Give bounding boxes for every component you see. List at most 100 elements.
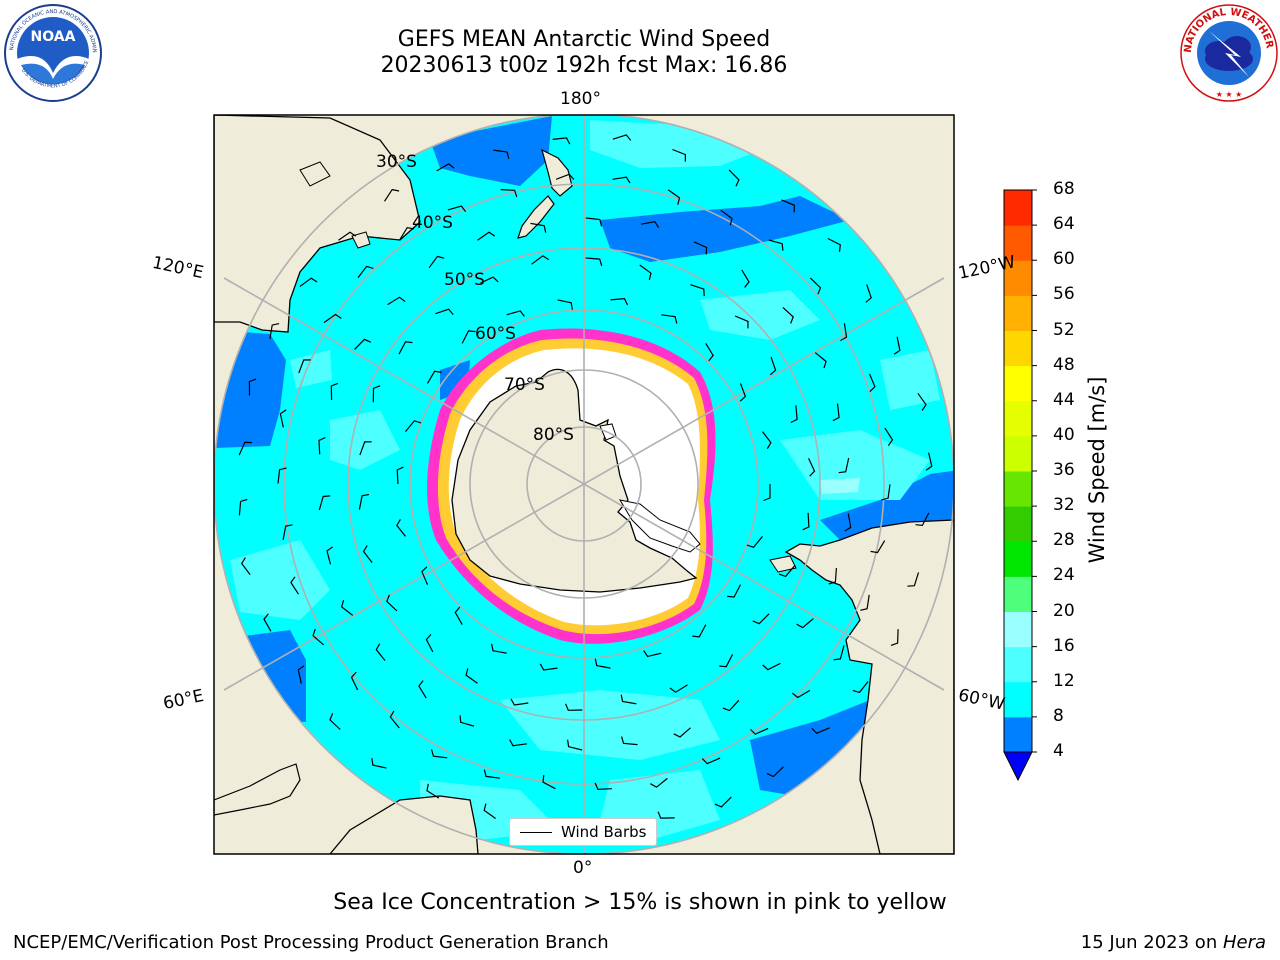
colorbar-label: Wind Speed [m/s] [1085,376,1109,564]
caption: Sea Ice Concentration > 15% is shown in … [333,890,947,915]
wind-barb [868,373,876,393]
colorbar-segment [1004,400,1032,437]
wind-barb [612,176,631,184]
wind-barb [240,557,251,576]
wind-barb [828,567,837,585]
wind-barb [907,572,920,587]
wind-barb [290,576,300,595]
wind-barb [585,257,603,266]
wind-barb [657,811,675,819]
colorbar-tick-label: 4 [1053,741,1064,761]
wind-barb [661,314,678,324]
colorbar-tick-label: 24 [1053,565,1075,586]
wind-barb [594,658,611,669]
colorbar-tick-label: 32 [1053,495,1075,516]
wind-barb [493,149,510,159]
wind-barb [752,613,770,625]
wind-barb [477,231,496,241]
landmass-madagascar [214,763,301,816]
lon-label-180: 180° [560,89,601,109]
svg-text:★ ★ ★: ★ ★ ★ [1216,90,1243,99]
footer-credit: NCEP/EMC/Verification Post Processing Pr… [13,932,609,953]
wind-barb [362,545,373,563]
wind-barb [431,749,448,759]
wind-barb [669,684,688,693]
colorbar-segment [1004,611,1032,648]
wind-barb [714,796,732,808]
wind-barb [594,782,612,791]
wind-barb [769,356,777,376]
wind-barb [539,663,558,671]
wind-barb [809,277,822,295]
wind-barb [510,698,529,706]
landmass-africa [329,795,479,854]
wind-barb [808,458,816,477]
wind-barb [650,777,668,788]
wind-barb [405,420,422,432]
wind-barb [506,310,525,317]
wind-barb [790,405,798,424]
wind-barb [728,169,740,187]
wind-barb [690,284,705,297]
wind-barb [418,680,427,699]
map-legend: Wind Barbs [509,818,657,846]
wind-barb [870,540,886,554]
wind-barb [480,276,499,284]
wind-barb [238,498,248,516]
colorbar-tick-label: 28 [1053,530,1075,551]
map-frame [213,114,955,855]
wind-barb [727,584,742,598]
colorbar-extend-min [1003,751,1033,782]
map-subtitle: 20230613 t00z 192h fcst Max: 16.86 [380,53,788,78]
wind-barb [447,205,467,213]
map-title: GEFS MEAN Antarctic Wind Speed [397,27,771,52]
wind-barb [762,662,781,671]
wind-barb [387,296,406,306]
noaa-logo: NOAA NATIONAL OCEANIC AND ATMOSPHERIC AD… [3,3,102,102]
footer-date: 15 Jun 2023 on Hera [1080,932,1266,953]
lat-label-60s: 60°S [475,324,516,344]
wind-barb [542,775,556,790]
wind-barb [248,378,257,396]
lat-label-70s: 70°S [504,375,545,395]
colorbar-segment [1004,471,1032,507]
wind-barb [833,645,845,661]
wind-barb [425,634,434,653]
wind-barb [330,382,339,401]
wind-barb [612,134,632,141]
wind-barb [359,441,372,456]
wind-barb [399,227,415,240]
wind-barb [567,739,583,751]
wind-barb [338,231,357,241]
wind-barb [426,370,442,384]
wind-barb [621,736,638,746]
wind-barb [340,600,354,616]
wind-barb [312,628,324,646]
wind-barb [383,188,400,202]
colorbar-tick-label: 40 [1053,424,1075,445]
wind-barb [372,385,381,403]
colorbar-tick-label: 8 [1053,705,1064,726]
wind-barb [741,269,750,288]
colorbar-segment [1004,716,1032,753]
wind-barb [814,352,827,369]
wind-barb [667,189,681,205]
wind-barb [396,519,406,537]
wind-barb [802,512,810,531]
wind-barb [491,643,507,654]
colorbar-segment [1004,330,1032,367]
lat-label-30s: 30°S [376,152,417,172]
wind-barbs [238,134,933,835]
colorbar-tick-label: 16 [1053,635,1075,656]
wind-barb [701,757,721,765]
wind-barb [436,163,455,172]
wind-barb [509,739,527,747]
wind-barb [778,565,796,578]
colorbar-tick-label: 48 [1053,354,1075,375]
wind-barb [692,624,707,638]
wind-barb [238,441,252,456]
wind-barb [781,199,796,213]
wind-barb [791,689,811,699]
wind-barb [530,222,547,233]
wind-barb [357,265,374,278]
